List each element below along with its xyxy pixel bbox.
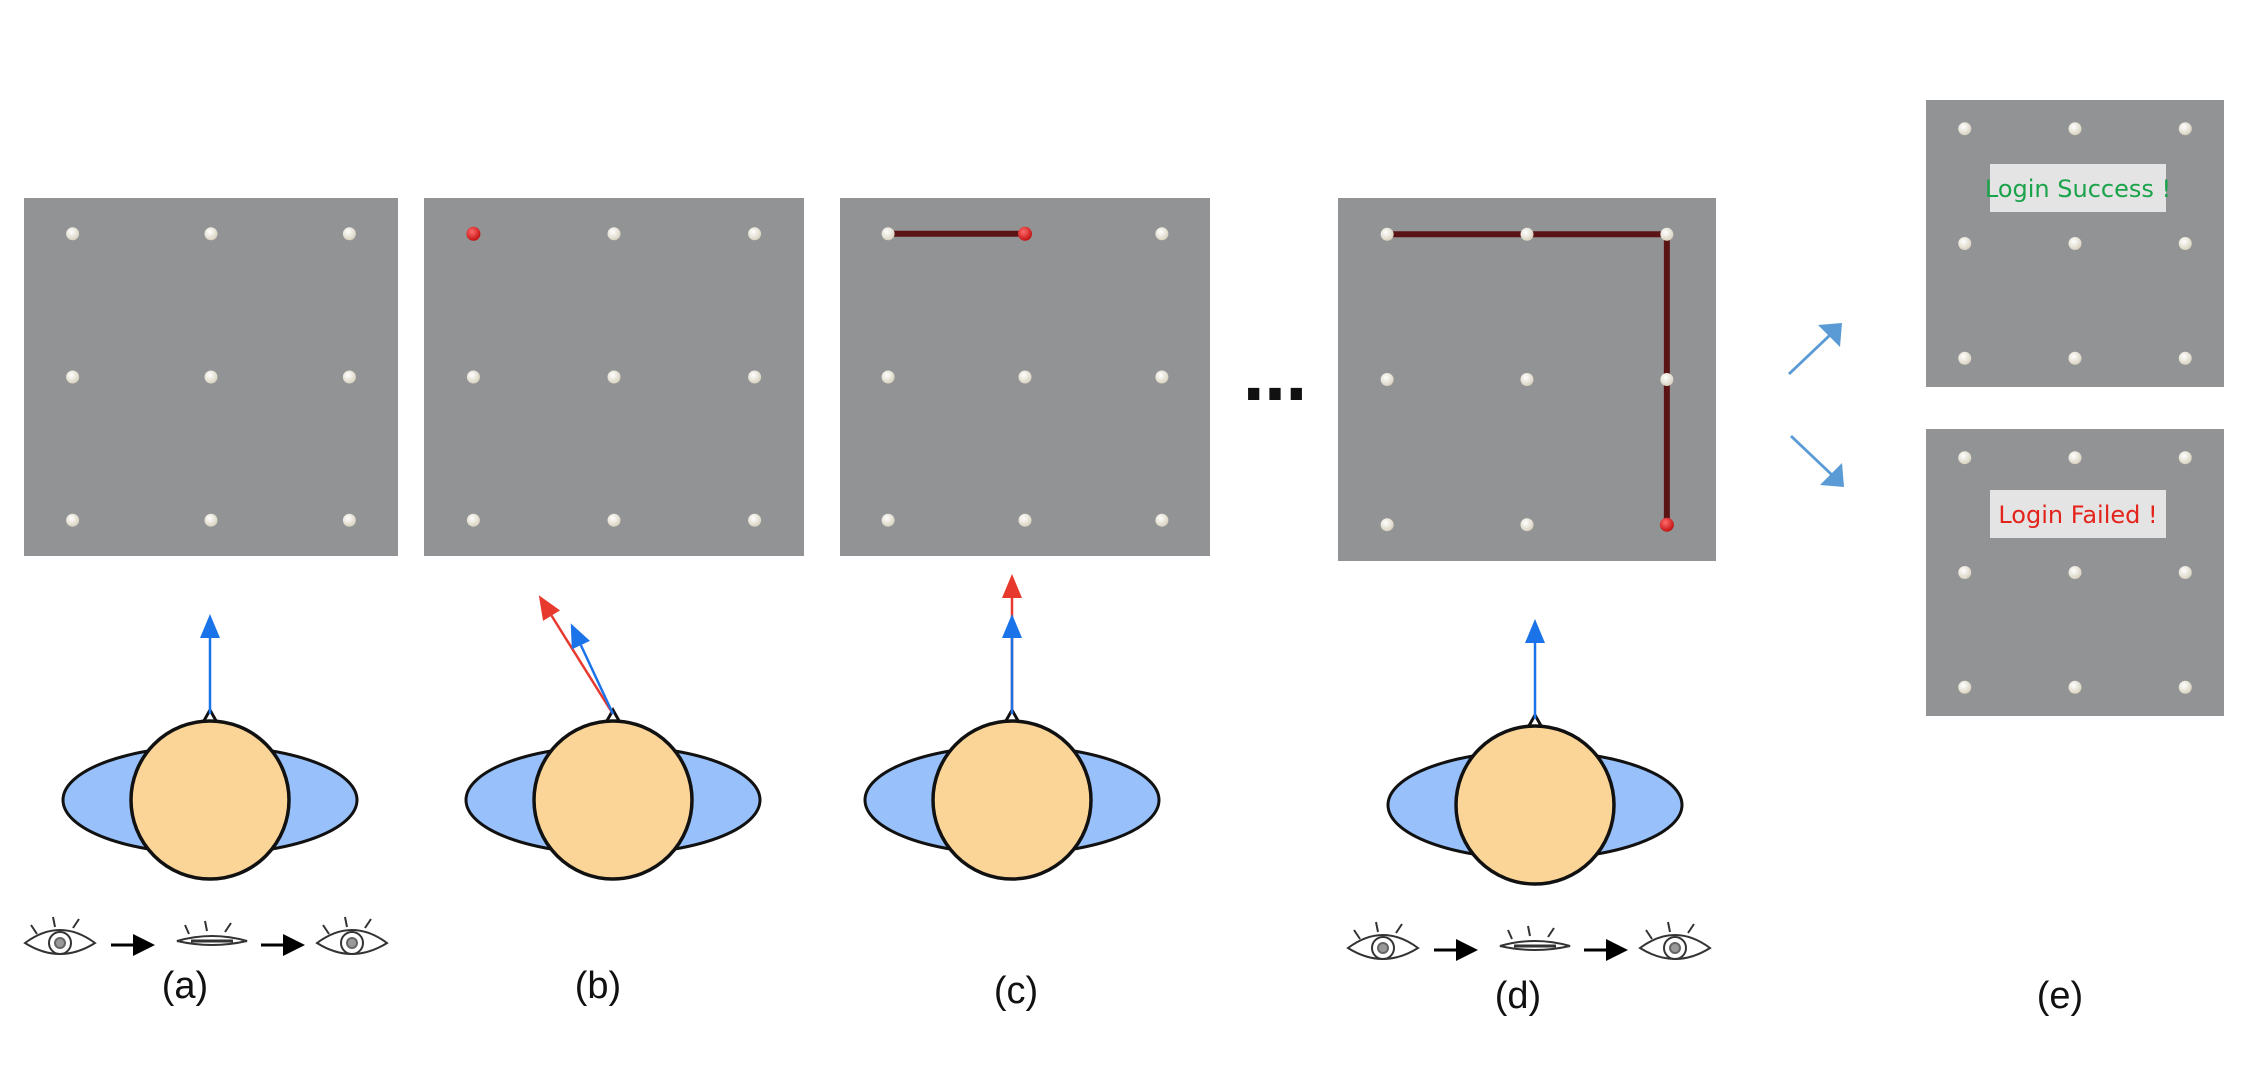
pattern-dot [342,513,356,527]
previous-gaze-arrow-icon [538,595,615,715]
pattern-dot [2068,566,2082,579]
login-success-message: Login Success ! [1985,175,2171,203]
pattern-dot [2068,351,2082,365]
eye-open-icon [1346,921,1420,960]
pattern-dot [2178,566,2192,579]
blink-sequence-a [23,916,389,956]
pattern-dot [881,227,895,241]
sequence-arrow-icon [261,934,305,956]
pattern-screen-a [24,198,398,556]
pattern-dot [1018,370,1032,384]
sequence-ellipsis: … [1243,342,1307,416]
current-gaze-arrow-icon [1525,619,1545,719]
stage-label-e: (e) [2037,975,2083,1017]
pattern-dot [748,227,762,241]
user-head-d [1386,619,1684,886]
pattern-dot [466,370,480,384]
head-circle [931,719,1093,881]
current-gaze-arrow-icon [570,623,615,715]
head-circle [532,719,694,881]
pattern-dot [1520,227,1534,241]
pattern-dot [66,513,80,527]
pattern-dot-active [1659,517,1674,532]
current-gaze-arrow-icon [1002,614,1022,714]
pattern-dot [607,227,621,241]
pattern-dot [607,513,621,527]
pattern-dot-active [1018,226,1032,241]
pattern-dot [1958,451,1972,465]
pattern-dot [1380,373,1394,386]
pattern-dot [1155,370,1169,384]
pattern-dot [1155,513,1169,527]
pattern-dot [2178,451,2192,465]
pattern-dot [881,370,895,384]
pattern-dot [2178,122,2192,136]
head-circle [1454,724,1616,886]
pattern-dot [1155,227,1169,241]
eye-open-icon [1638,921,1712,960]
pattern-dot [66,227,80,241]
pattern-dot [2068,122,2082,136]
pattern-dot [2178,237,2192,250]
eye-open-icon [315,916,389,955]
pattern-dot [1958,237,1972,250]
eye-closed-icon [1499,925,1571,951]
pattern-dot [204,227,218,241]
pattern-dot [1660,227,1674,241]
head-circle [129,719,291,881]
user-head-c [863,574,1161,881]
pattern-dot [1660,373,1674,386]
arrow-to-failure-icon [1790,435,1844,487]
pattern-dot [1380,227,1394,241]
user-head-b [464,595,762,881]
pattern-dot-active [466,226,481,241]
success-screen [1926,100,2224,387]
stage-label-b: (b) [575,965,621,1007]
login-failed-message: Login Failed ! [1998,501,2157,529]
pattern-dot [1520,518,1534,532]
pattern-dot [2178,680,2192,694]
blink-sequence-d [1346,921,1712,961]
pattern-dot [2178,351,2192,365]
pattern-dot [2068,451,2082,465]
pattern-dot [748,513,762,527]
sequence-arrow-icon [1584,939,1628,961]
pattern-dot [66,370,80,384]
pattern-dot [1380,518,1394,532]
pattern-screen-b [424,198,804,556]
sequence-arrow-icon [1434,939,1478,961]
pattern-screen-c [840,198,1210,556]
pattern-dot [342,370,356,384]
pattern-dot [204,513,218,527]
failure-screen [1926,429,2224,716]
stage-label-a: (a) [162,965,208,1007]
pattern-dot [607,370,621,384]
pattern-dot [1958,680,1972,694]
user-head-a [61,614,359,881]
arrow-to-success-icon [1788,323,1842,375]
pattern-dot [1958,351,1972,365]
eye-closed-icon [176,920,248,946]
eye-open-icon [23,916,97,955]
pattern-dot [881,513,895,527]
sequence-arrow-icon [111,934,155,956]
pattern-dot [748,370,762,384]
pattern-dot [1958,566,1972,579]
pattern-dot [1520,373,1534,386]
pattern-dot [2068,237,2082,250]
pattern-dot [466,513,480,527]
current-gaze-arrow-icon [200,614,220,714]
pattern-dot [2068,680,2082,694]
stage-label-c: (c) [994,970,1038,1012]
pattern-dot [1018,513,1032,527]
pattern-screen-d [1338,198,1716,561]
pattern-dot [1958,122,1972,136]
pattern-dot [204,370,218,384]
pattern-dot [342,227,356,241]
stage-label-d: (d) [1495,975,1541,1017]
